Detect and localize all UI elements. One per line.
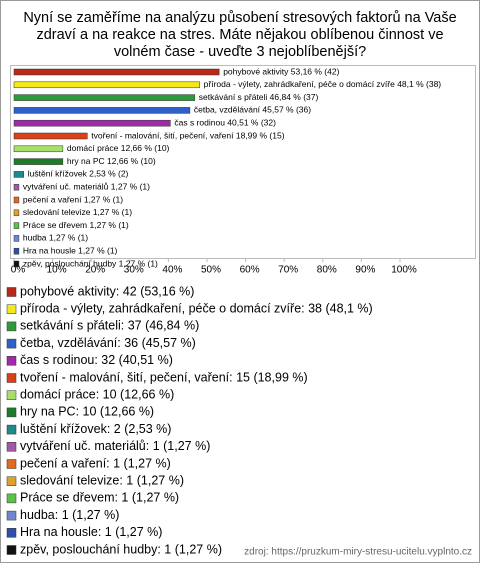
x-tick-label: 60% <box>240 265 260 276</box>
legend-swatch <box>6 338 17 349</box>
bar-label: četba, vzdělávání 45,57 % (36) <box>194 105 311 115</box>
legend-swatch <box>6 356 17 366</box>
legend-label: setkávání s přáteli: 37 (46,84 %) <box>20 319 199 333</box>
legend-swatch <box>6 476 17 486</box>
x-tick-label: 100% <box>391 265 417 276</box>
source: zdroj: https://pruzkum-miry-stresu-ucite… <box>244 547 472 558</box>
bar-label: tvoření - malování, šití, pečení, vaření… <box>91 130 284 140</box>
bar <box>13 68 220 76</box>
bar-label: vytváření uč. materiálů 1,27 % (1) <box>23 181 150 191</box>
legend-swatch <box>6 510 17 521</box>
bar-label: příroda - výlety, zahrádkaření, péče o d… <box>204 79 442 89</box>
legend-label: zpěv, poslouchání hudby: 1 (1,27 %) <box>20 542 222 556</box>
bar-label: čas s rodinou 40,51 % (32) <box>174 117 276 127</box>
legend-label: Práce se dřevem: 1 (1,27 %) <box>20 491 179 505</box>
legend-swatch <box>6 390 17 400</box>
legend-label: hry na PC: 10 (12,66 %) <box>20 405 154 419</box>
bar-label: domácí práce 12,66 % (10) <box>67 143 170 153</box>
x-tick-label: 40% <box>162 265 182 276</box>
bar-label: Hra na housle 1,27 % (1) <box>23 245 118 255</box>
x-tick-label: 70% <box>278 265 298 276</box>
x-tick-label: 20% <box>85 265 105 276</box>
legend-swatch <box>6 528 17 538</box>
bar <box>13 158 64 165</box>
bar <box>13 171 25 178</box>
legend-swatch <box>6 304 17 314</box>
bar <box>13 222 20 229</box>
legend-swatch <box>6 459 17 469</box>
legend-swatch <box>6 493 17 504</box>
legend-label: Hra na housle: 1 (1,27 %) <box>20 525 162 539</box>
bar <box>13 196 20 204</box>
legend-swatch <box>6 373 17 383</box>
x-tick-label: 80% <box>317 265 337 276</box>
bar <box>13 132 88 140</box>
legend-label: sledování televize: 1 (1,27 %) <box>20 473 184 487</box>
legend-label: tvoření - malování, šití, pečení, vaření… <box>20 370 308 384</box>
bar-label: luštění křížovek 2,53 % (2) <box>28 169 129 179</box>
bar <box>13 209 20 217</box>
legend-label: příroda - výlety, zahrádkaření, péče o d… <box>20 301 373 315</box>
bar <box>13 145 64 153</box>
bar-label: zpěv, poslouchání hudby 1,27 % (1) <box>23 258 158 268</box>
legend-label: čas s rodinou: 32 (40,51 %) <box>20 353 173 367</box>
bar <box>13 260 20 268</box>
x-tick-label: 0% <box>11 265 26 276</box>
chart-title: zdraví a na reakce na stres. Máte nějako… <box>36 27 443 43</box>
bar-label: Práce se dřevem 1,27 % (1) <box>23 220 129 230</box>
legend-swatch <box>6 321 17 332</box>
bar-label: hry na PC 12,66 % (10) <box>67 156 156 166</box>
legend-label: hudba: 1 (1,27 %) <box>20 508 119 522</box>
legend-label: luštění křížovek: 2 (2,53 %) <box>20 422 171 436</box>
bar-label: hudba 1,27 % (1) <box>23 233 88 243</box>
x-tick-label: 10% <box>47 265 67 276</box>
legend-swatch <box>6 545 17 555</box>
x-tick-label: 90% <box>355 265 375 276</box>
bar-label: pečení a vaření 1,27 % (1) <box>23 194 123 204</box>
legend-swatch <box>6 442 17 452</box>
bar <box>13 107 191 114</box>
legend-swatch <box>6 407 17 418</box>
bar <box>13 94 196 101</box>
legend-label: četba, vzdělávání: 36 (45,57 %) <box>20 336 196 350</box>
legend-label: pohybové aktivity: 42 (53,16 %) <box>20 284 194 298</box>
chart-title: Nyní se zaměříme na analýzu působení str… <box>23 10 456 26</box>
bar-label: sledování televize 1,27 % (1) <box>23 207 132 217</box>
x-tick-label: 50% <box>201 265 221 276</box>
bar <box>13 81 200 89</box>
bar-label: setkávání s přáteli 46,84 % (37) <box>199 92 319 102</box>
bar <box>13 119 171 127</box>
bar <box>13 247 20 255</box>
legend-label: pečení a vaření: 1 (1,27 %) <box>20 456 171 470</box>
legend-swatch <box>6 424 17 435</box>
legend-label: domácí práce: 10 (12,66 %) <box>20 387 174 401</box>
bar-label: pohybové aktivity 53,16 % (42) <box>223 66 339 76</box>
legend-label: vytváření uč. materiálů: 1 (1,27 %) <box>20 439 210 453</box>
legend-swatch <box>6 287 17 297</box>
x-tick-label: 30% <box>124 265 144 276</box>
chart-title: volném čase - uveďte 3 nejoblíbenější? <box>114 44 366 60</box>
bar <box>13 235 20 242</box>
bar <box>13 183 20 191</box>
